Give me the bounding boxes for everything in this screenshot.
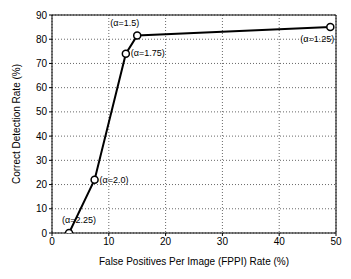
svg-text:80: 80 — [36, 34, 48, 45]
svg-text:20: 20 — [160, 236, 172, 247]
svg-text:0: 0 — [49, 236, 55, 247]
svg-text:Correct Detection Rate (%): Correct Detection Rate (%) — [11, 64, 22, 184]
svg-text:50: 50 — [330, 236, 342, 247]
svg-text:30: 30 — [36, 155, 48, 166]
svg-text:10: 10 — [103, 236, 115, 247]
svg-text:50: 50 — [36, 106, 48, 117]
svg-text:0: 0 — [41, 228, 47, 239]
svg-text:(α=1.25): (α=1.25) — [300, 34, 334, 44]
svg-text:10: 10 — [36, 203, 48, 214]
svg-text:40: 40 — [274, 236, 286, 247]
svg-text:(α=2.25): (α=2.25) — [62, 215, 96, 225]
svg-text:20: 20 — [36, 179, 48, 190]
svg-text:90: 90 — [36, 10, 48, 21]
svg-text:(α=1.5): (α=1.5) — [110, 18, 139, 28]
svg-text:60: 60 — [36, 82, 48, 93]
svg-text:False Positives Per Image (FPP: False Positives Per Image (FPPI) Rate (%… — [99, 256, 289, 267]
svg-text:(α=1.75): (α=1.75) — [131, 48, 165, 58]
svg-text:(α=2.0): (α=2.0) — [100, 175, 129, 185]
svg-text:40: 40 — [36, 131, 48, 142]
svg-text:30: 30 — [217, 236, 229, 247]
svg-text:70: 70 — [36, 58, 48, 69]
